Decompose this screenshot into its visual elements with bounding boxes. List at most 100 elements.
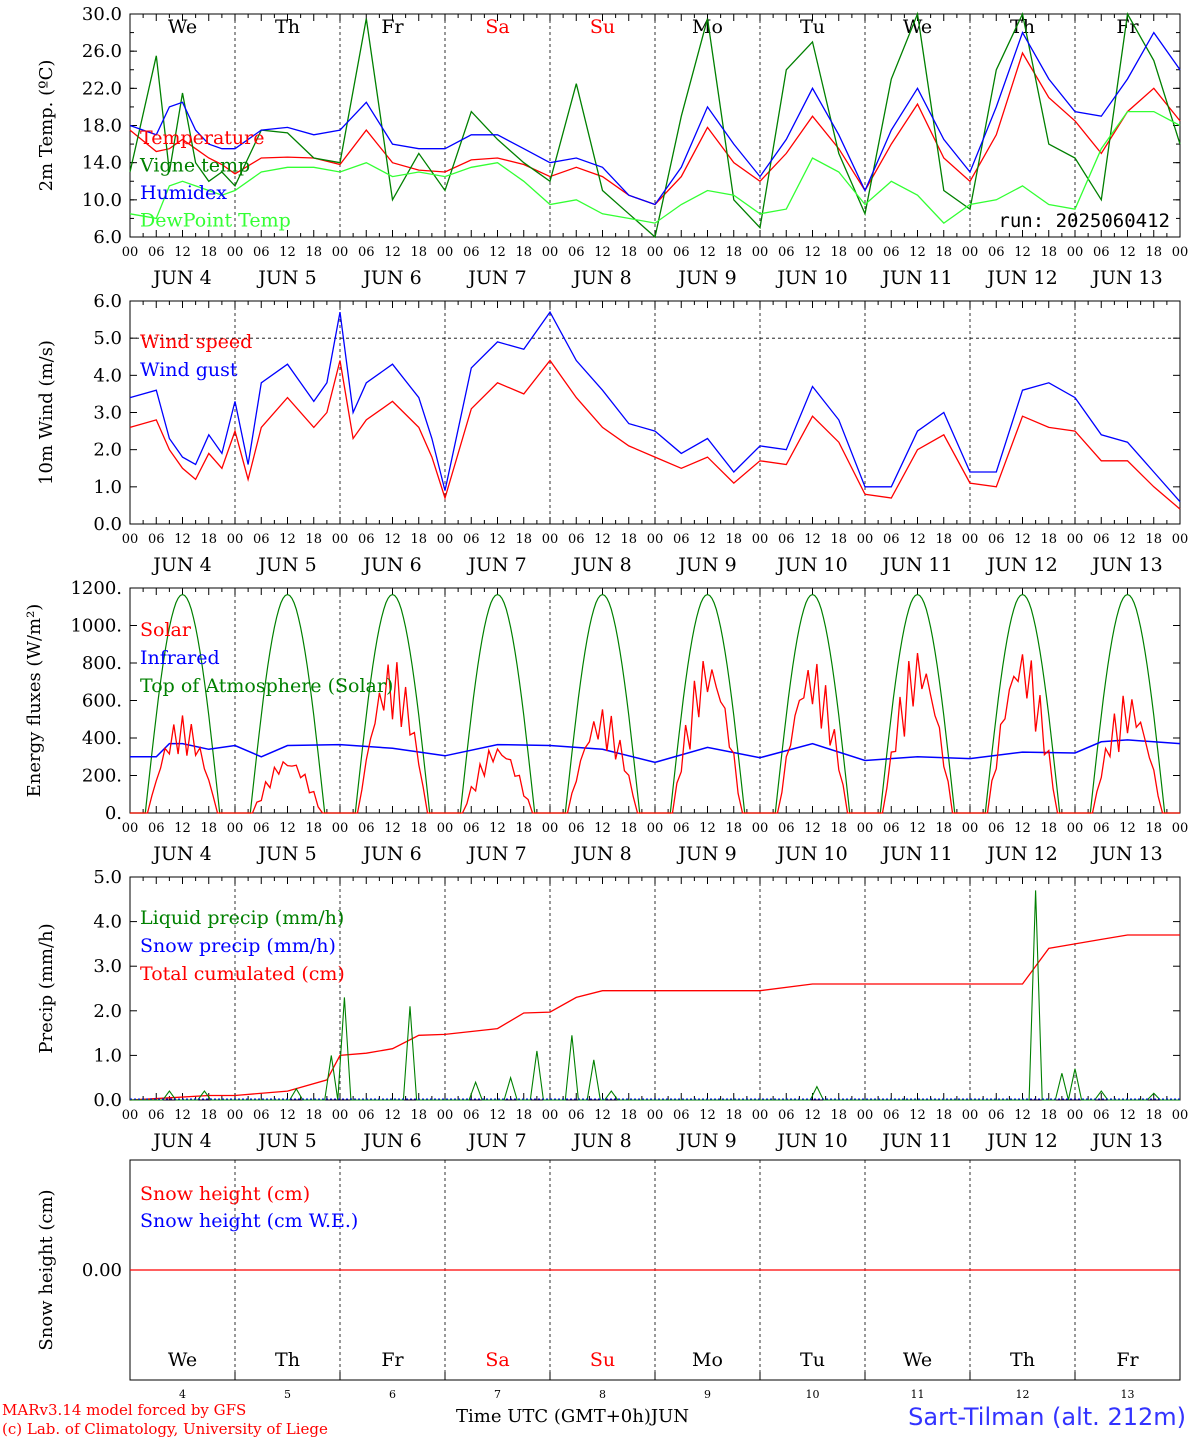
hour-tick-label: 06 [673, 245, 690, 260]
hour-tick-label: 00 [1067, 245, 1084, 260]
date-label: JUN 10 [775, 843, 847, 865]
y-tick-label: 3.0 [93, 956, 122, 977]
y-tick-label: 14.0 [82, 153, 122, 174]
hour-tick-label: 12 [384, 821, 401, 836]
hour-tick-label: 00 [1172, 821, 1189, 836]
hour-tick-label: 00 [647, 821, 664, 836]
hour-tick-label: 18 [410, 1108, 427, 1123]
day-of-week-label: Fr [1116, 1349, 1139, 1371]
hour-tick-label: 18 [200, 1108, 217, 1123]
hour-tick-label: 12 [279, 532, 296, 547]
day-of-week-label: Sa [485, 16, 509, 38]
y-axis-label: 2m Temp. (ºC) [36, 60, 57, 192]
hour-tick-label: 12 [384, 1108, 401, 1123]
hour-tick-label: 00 [752, 1108, 769, 1123]
hour-tick-label: 12 [909, 1108, 926, 1123]
day-number-label: 10 [806, 1388, 820, 1401]
hour-tick-label: 12 [699, 821, 716, 836]
legend-label: Infrared [140, 647, 220, 669]
date-label: JUN 7 [466, 1130, 526, 1152]
hour-tick-label: 18 [515, 1108, 532, 1123]
hour-tick-label: 00 [122, 821, 139, 836]
y-tick-label: 0.0 [93, 514, 122, 535]
hour-tick-label: 18 [515, 532, 532, 547]
day-number-label: 8 [599, 1388, 606, 1401]
model-credit: MARv3.14 model forced by GFS [2, 1401, 247, 1419]
hour-tick-label: 06 [148, 1108, 165, 1123]
date-label: JUN 6 [361, 267, 421, 289]
hour-tick-label: 06 [148, 245, 165, 260]
hour-tick-label: 12 [909, 821, 926, 836]
hour-tick-label: 00 [122, 245, 139, 260]
legend-label: Liquid precip (mm/h) [140, 907, 344, 929]
hour-tick-label: 00 [542, 821, 559, 836]
hour-tick-label: 06 [148, 532, 165, 547]
y-tick-label: 26.0 [82, 41, 122, 62]
plot-frame [129, 587, 1181, 814]
hour-tick-label: 00 [227, 1108, 244, 1123]
y-axis-label: Energy fluxes (W/m²) [24, 604, 45, 798]
hour-tick-label: 18 [1040, 1108, 1057, 1123]
hour-tick-label: 12 [594, 821, 611, 836]
hour-tick-label: 00 [857, 532, 874, 547]
hour-tick-label: 06 [253, 532, 270, 547]
hour-tick-label: 06 [568, 532, 585, 547]
y-axis-label: 10m Wind (m/s) [36, 340, 57, 485]
hour-tick-label: 06 [568, 821, 585, 836]
hour-tick-label: 00 [332, 1108, 349, 1123]
hour-tick-label: 06 [253, 245, 270, 260]
hour-tick-label: 18 [305, 245, 322, 260]
series-line-dewpoint-temp [129, 110, 1181, 224]
y-tick-label: 0.00 [82, 1260, 122, 1281]
day-of-week-label: Th [275, 16, 300, 38]
y-tick-label: 800. [82, 653, 122, 674]
hour-tick-label: 18 [935, 532, 952, 547]
hour-tick-label: 06 [988, 532, 1005, 547]
y-axis-label: Snow height (cm) [36, 1189, 57, 1350]
date-label: JUN 9 [676, 843, 736, 865]
y-tick-label: 0.0 [93, 1090, 122, 1111]
hour-tick-label: 00 [1067, 532, 1084, 547]
hour-tick-label: 00 [857, 821, 874, 836]
day-of-week-label: Fr [381, 16, 404, 38]
y-tick-label: 600. [82, 691, 122, 712]
hour-tick-label: 00 [1172, 1108, 1189, 1123]
hour-tick-label: 12 [174, 1108, 191, 1123]
hour-tick-label: 12 [1119, 245, 1136, 260]
hour-tick-label: 12 [1119, 1108, 1136, 1123]
date-label: JUN 7 [466, 554, 526, 576]
hour-tick-label: 00 [962, 532, 979, 547]
hour-tick-label: 12 [699, 1108, 716, 1123]
date-label: JUN 12 [985, 267, 1057, 289]
hour-tick-label: 12 [174, 821, 191, 836]
x-axis-label: Time UTC (GMT+0h) [456, 1406, 651, 1427]
hour-tick-label: 12 [594, 1108, 611, 1123]
lab-credit: (c) Lab. of Climatology, University of L… [2, 1420, 328, 1438]
hour-tick-label: 18 [410, 532, 427, 547]
hour-tick-label: 12 [804, 245, 821, 260]
y-tick-label: 3.0 [93, 403, 122, 424]
day-of-week-label: Su [590, 16, 615, 38]
y-tick-label: 400. [82, 728, 122, 749]
hour-tick-label: 18 [1145, 821, 1162, 836]
hour-tick-label: 12 [699, 532, 716, 547]
y-tick-label: 1000. [70, 616, 122, 637]
date-label: JUN 9 [676, 267, 736, 289]
date-label: JUN 10 [775, 1130, 847, 1152]
hour-tick-label: 00 [1067, 1108, 1084, 1123]
hour-tick-label: 18 [620, 532, 637, 547]
legend-label: Solar [140, 619, 192, 641]
y-tick-label: 1200. [70, 578, 122, 599]
hour-tick-label: 00 [332, 245, 349, 260]
hour-tick-label: 12 [174, 245, 191, 260]
hour-tick-label: 18 [305, 821, 322, 836]
series-line-liquid-precip [130, 890, 1180, 1101]
day-of-week-label: Fr [1116, 16, 1139, 38]
hour-tick-label: 18 [935, 245, 952, 260]
day-of-week-label: Th [1010, 1349, 1035, 1371]
y-tick-label: 10.0 [82, 190, 122, 211]
hour-tick-label: 06 [1093, 1108, 1110, 1123]
hour-tick-label: 12 [699, 245, 716, 260]
hour-tick-label: 12 [279, 821, 296, 836]
